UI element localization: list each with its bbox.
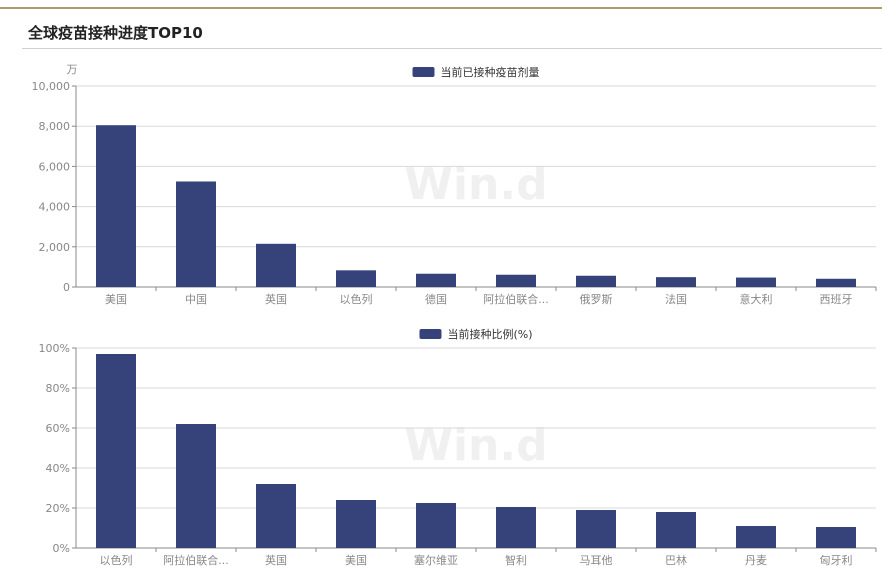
x-tick-label: 英国 [265,553,287,567]
x-tick-label: 西班牙 [820,293,853,306]
x-tick-label: 中国 [185,293,207,306]
y-tick-label: 6,000 [39,160,71,173]
bar [416,503,456,548]
y-tick-label: 40% [46,462,70,475]
x-tick-label: 巴林 [665,553,687,567]
bar [816,278,856,287]
y-unit-label: 万 [67,63,78,76]
bar [496,274,536,287]
x-tick-label: 塞尔维亚 [414,553,458,567]
bar [656,512,696,548]
y-tick-label: 2,000 [39,241,71,254]
bar [176,181,216,287]
bar [576,275,616,287]
bar [576,510,616,548]
y-tick-label: 100% [39,342,70,355]
vaccination-rate-chart: Win.d0%20%40%60%80%100%以色列 阿拉伯联合... 英国 美国 塞尔… [39,327,877,567]
legend-label: 当前已接种疫苗剂量 [441,65,540,79]
y-tick-label: 0% [53,542,70,555]
legend-swatch [412,67,435,77]
bar [336,500,376,548]
x-tick-label: 意大利 [740,292,773,306]
bar [416,273,456,287]
bar [496,507,536,548]
legend-label: 当前接种比例(%) [447,327,532,341]
legend-swatch [419,329,442,339]
y-tick-label: 0 [63,281,70,294]
bar [176,424,216,548]
x-tick-label: 美国 [345,554,367,567]
watermark-text: Win.d [404,159,547,210]
bar [736,277,776,287]
x-tick-label: 德国 [425,292,447,306]
x-tick-label: 俄罗斯 [580,293,613,306]
x-tick-label: 法国 [665,292,687,306]
x-tick-label: 美国 [105,293,127,306]
title-divider [22,48,882,49]
page-title: 全球疫苗接种进度TOP10 [28,24,203,42]
y-tick-label: 8,000 [39,120,71,133]
x-tick-label: 英国 [265,292,287,306]
x-tick-label: 以色列 [100,553,133,567]
bar [96,354,136,548]
y-tick-label: 10,000 [32,80,71,93]
legend: 当前已接种疫苗剂量 [412,65,540,79]
bar [336,270,376,287]
top-accent-rule [0,7,882,9]
bar [256,484,296,548]
x-tick-label: 丹麦 [745,554,767,567]
y-tick-label: 80% [46,382,70,395]
bar [816,527,856,548]
x-tick-label: 阿拉伯联合... [483,292,549,306]
bar [96,125,136,287]
bar [256,243,296,287]
x-tick-label: 匈牙利 [820,553,853,567]
x-tick-label: 阿拉伯联合... [163,553,229,567]
vaccine-doses-chart: Win.d 0 2,000 4,000 6,000 8,000 10,000 万美国 中国 英国 以… [32,63,877,306]
bar [736,526,776,548]
legend: 当前接种比例(%) [419,327,533,341]
y-tick-label: 60% [46,422,70,435]
x-tick-label: 马耳他 [580,554,613,567]
bar [656,277,696,287]
y-tick-label: 20% [46,502,70,515]
x-tick-label: 智利 [505,553,527,567]
x-tick-label: 以色列 [340,292,373,306]
y-tick-label: 4,000 [39,201,71,214]
